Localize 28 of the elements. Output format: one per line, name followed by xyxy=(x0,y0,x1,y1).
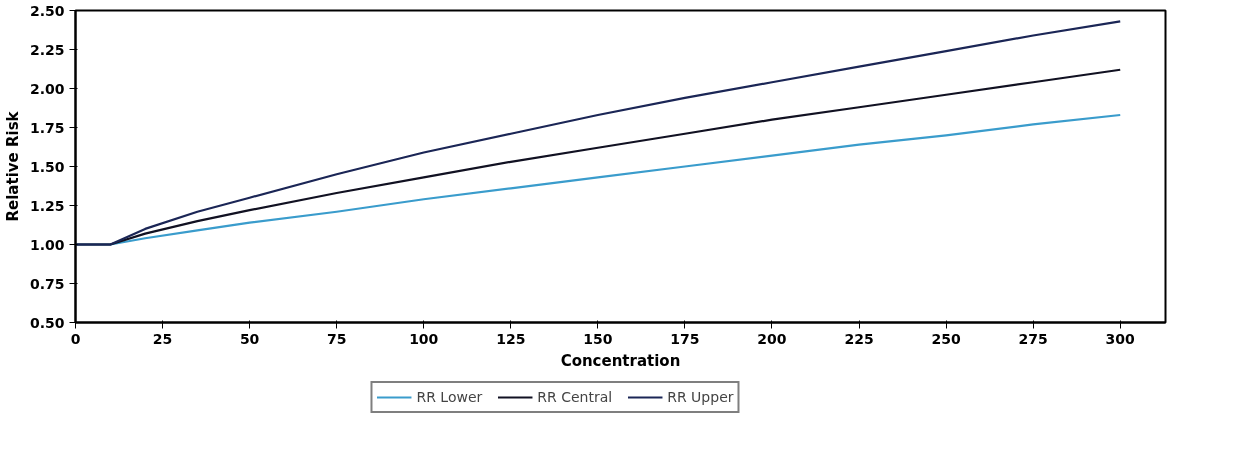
x-tick-label: 50 xyxy=(239,330,260,347)
x-tick-label: 0 xyxy=(70,330,81,347)
y-tick-label: 1.75 xyxy=(29,119,65,136)
y-axis-title: Relative Risk xyxy=(3,110,22,222)
x-tick-label: 175 xyxy=(670,330,700,347)
y-tick-label: 0.75 xyxy=(29,275,65,292)
legend-label: RR Upper xyxy=(667,389,734,405)
x-tick-label: 300 xyxy=(1105,330,1136,347)
x-tick-label: 100 xyxy=(409,330,439,347)
x-tick-label: 275 xyxy=(1018,330,1048,347)
y-tick-label: 1.25 xyxy=(29,197,65,214)
x-tick-label: 75 xyxy=(326,330,347,347)
legend-label: RR Lower xyxy=(416,389,483,405)
line-series xyxy=(75,20,1122,246)
y-tick-label: 2.25 xyxy=(29,41,65,58)
x-tick-label: 125 xyxy=(496,330,526,347)
x-tick-label: 200 xyxy=(757,330,787,347)
x-tick-label: 150 xyxy=(583,330,613,347)
x-tick-label: 25 xyxy=(152,330,173,347)
y-tick-label: 1.00 xyxy=(29,236,65,253)
y-tick-label: 0.50 xyxy=(29,314,65,331)
legend-label: RR Central xyxy=(537,389,613,405)
y-tick-label: 2.50 xyxy=(29,2,65,19)
y-tick-label: 1.50 xyxy=(29,158,65,175)
x-axis-title: Concentration xyxy=(560,351,681,370)
x-tick-label: 250 xyxy=(931,330,961,347)
y-tick-label: 2.00 xyxy=(29,80,65,97)
x-tick-label: 225 xyxy=(844,330,874,347)
